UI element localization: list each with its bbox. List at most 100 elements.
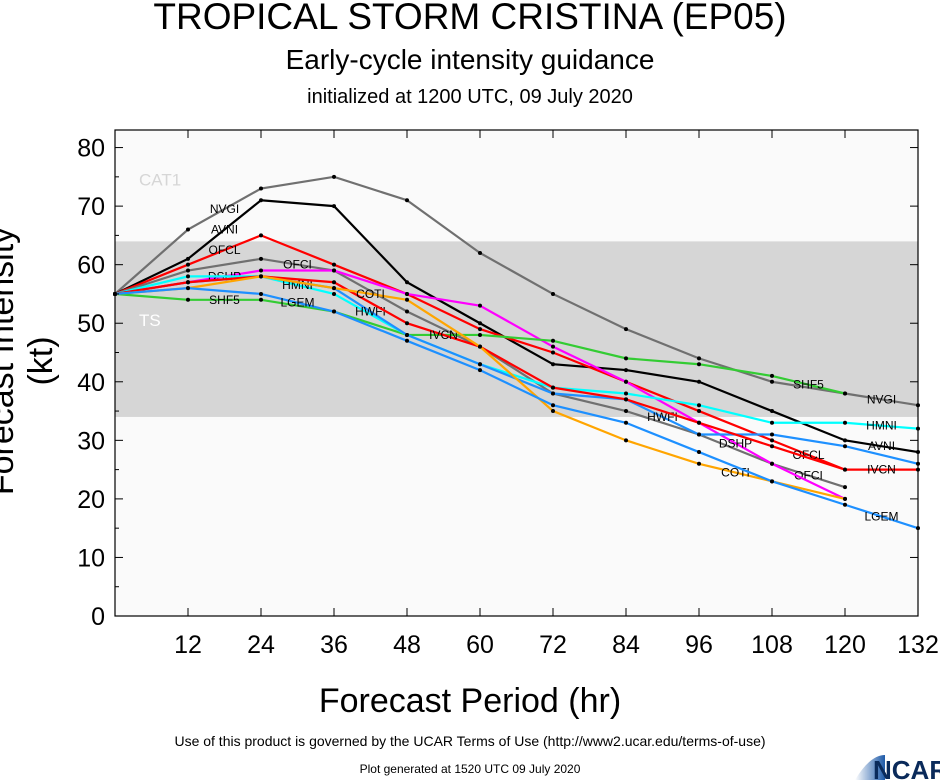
data-point bbox=[186, 262, 190, 267]
series-line bbox=[114, 199, 919, 454]
band-cat1 bbox=[115, 130, 918, 242]
data-point bbox=[186, 274, 190, 279]
data-point bbox=[332, 309, 336, 314]
data-point bbox=[770, 444, 774, 449]
data-point bbox=[478, 368, 482, 373]
x-tick-label: 60 bbox=[466, 631, 494, 659]
series-label: AVNI bbox=[868, 439, 895, 453]
data-point bbox=[405, 291, 409, 296]
chart-subtitle: Early-cycle intensity guidance bbox=[285, 44, 655, 75]
data-point bbox=[770, 479, 774, 484]
data-point bbox=[405, 280, 409, 285]
generated-time: Plot generated at 1520 UTC 09 July 2020 bbox=[359, 762, 581, 776]
data-point bbox=[478, 250, 482, 255]
x-tick-label: 132 bbox=[897, 631, 939, 659]
data-point bbox=[259, 256, 263, 261]
data-point bbox=[697, 356, 701, 361]
y-tick-label: 80 bbox=[77, 135, 105, 163]
data-point bbox=[770, 461, 774, 466]
data-point bbox=[259, 186, 263, 191]
data-point bbox=[624, 356, 628, 361]
series-label: HWFI bbox=[355, 305, 386, 319]
data-point bbox=[186, 297, 190, 302]
plot-frame bbox=[114, 129, 919, 617]
ncar-logo: NCAR bbox=[855, 755, 940, 780]
data-point bbox=[186, 227, 190, 232]
data-point bbox=[405, 297, 409, 302]
data-point bbox=[405, 309, 409, 314]
data-point bbox=[770, 373, 774, 378]
data-point bbox=[843, 485, 847, 490]
data-point bbox=[478, 321, 482, 326]
x-tick-label: 108 bbox=[751, 631, 793, 659]
data-point bbox=[405, 198, 409, 203]
data-point bbox=[405, 338, 409, 343]
x-tick-label: 12 bbox=[174, 631, 202, 659]
init-time: initialized at 1200 UTC, 09 July 2020 bbox=[307, 86, 633, 108]
series-label: DSHP bbox=[719, 436, 752, 450]
data-point bbox=[405, 321, 409, 326]
series-label: COTI bbox=[356, 287, 385, 301]
data-point bbox=[624, 379, 628, 384]
series-label: SHF5 bbox=[209, 293, 240, 307]
data-point bbox=[843, 391, 847, 396]
data-point bbox=[624, 397, 628, 402]
data-point bbox=[332, 262, 336, 267]
x-tick-label: 72 bbox=[539, 631, 567, 659]
y-tick-label: 50 bbox=[77, 310, 105, 338]
series-avni: AVNI AVNI bbox=[113, 198, 920, 455]
data-point bbox=[332, 204, 336, 209]
series-line bbox=[114, 286, 919, 530]
series-label: NVGI bbox=[867, 392, 896, 406]
data-point bbox=[624, 391, 628, 396]
data-point bbox=[551, 350, 555, 355]
data-point bbox=[624, 438, 628, 443]
band-label-cat1: CAT1 bbox=[139, 171, 181, 190]
data-point bbox=[551, 291, 555, 296]
data-point bbox=[697, 450, 701, 455]
data-point bbox=[186, 256, 190, 261]
y-tick-label: 70 bbox=[77, 193, 105, 221]
series-nvgi: NVGI NVGI bbox=[113, 174, 920, 408]
series-label: OFCL bbox=[208, 243, 240, 257]
data-point bbox=[332, 286, 336, 291]
data-point bbox=[770, 432, 774, 437]
data-point bbox=[259, 297, 263, 302]
data-point bbox=[186, 286, 190, 291]
y-tick-label: 0 bbox=[91, 603, 105, 631]
data-point bbox=[843, 467, 847, 472]
band-label-ts: TS bbox=[139, 311, 161, 330]
data-point bbox=[478, 303, 482, 308]
data-point bbox=[332, 174, 336, 179]
x-axis-label: Forecast Period (hr) bbox=[318, 682, 622, 720]
svg-text:NCAR: NCAR bbox=[873, 755, 940, 780]
data-point bbox=[624, 420, 628, 425]
x-tick-label: 24 bbox=[247, 631, 275, 659]
y-tick-label: 30 bbox=[77, 427, 105, 455]
data-point bbox=[478, 327, 482, 332]
data-point bbox=[259, 274, 263, 279]
data-point bbox=[259, 291, 263, 296]
chart-title: TROPICAL STORM CRISTINA (EP05) bbox=[153, 0, 787, 37]
data-point bbox=[770, 420, 774, 425]
data-point bbox=[697, 420, 701, 425]
series-lgem: LGEM LGEM bbox=[113, 286, 920, 531]
data-point bbox=[332, 291, 336, 296]
series-label: HMNI bbox=[866, 419, 897, 433]
terms-of-use: Use of this product is governed by the U… bbox=[174, 733, 766, 749]
data-point bbox=[770, 379, 774, 384]
data-point bbox=[478, 332, 482, 337]
data-point bbox=[259, 233, 263, 238]
series-label: IVCN bbox=[867, 463, 896, 477]
data-point bbox=[332, 280, 336, 285]
data-point bbox=[697, 362, 701, 367]
data-point bbox=[332, 268, 336, 273]
data-point bbox=[259, 268, 263, 273]
data-point bbox=[551, 338, 555, 343]
series-line bbox=[114, 175, 919, 407]
data-point bbox=[478, 362, 482, 367]
y-tick-label: 10 bbox=[77, 544, 105, 572]
data-point bbox=[843, 502, 847, 507]
